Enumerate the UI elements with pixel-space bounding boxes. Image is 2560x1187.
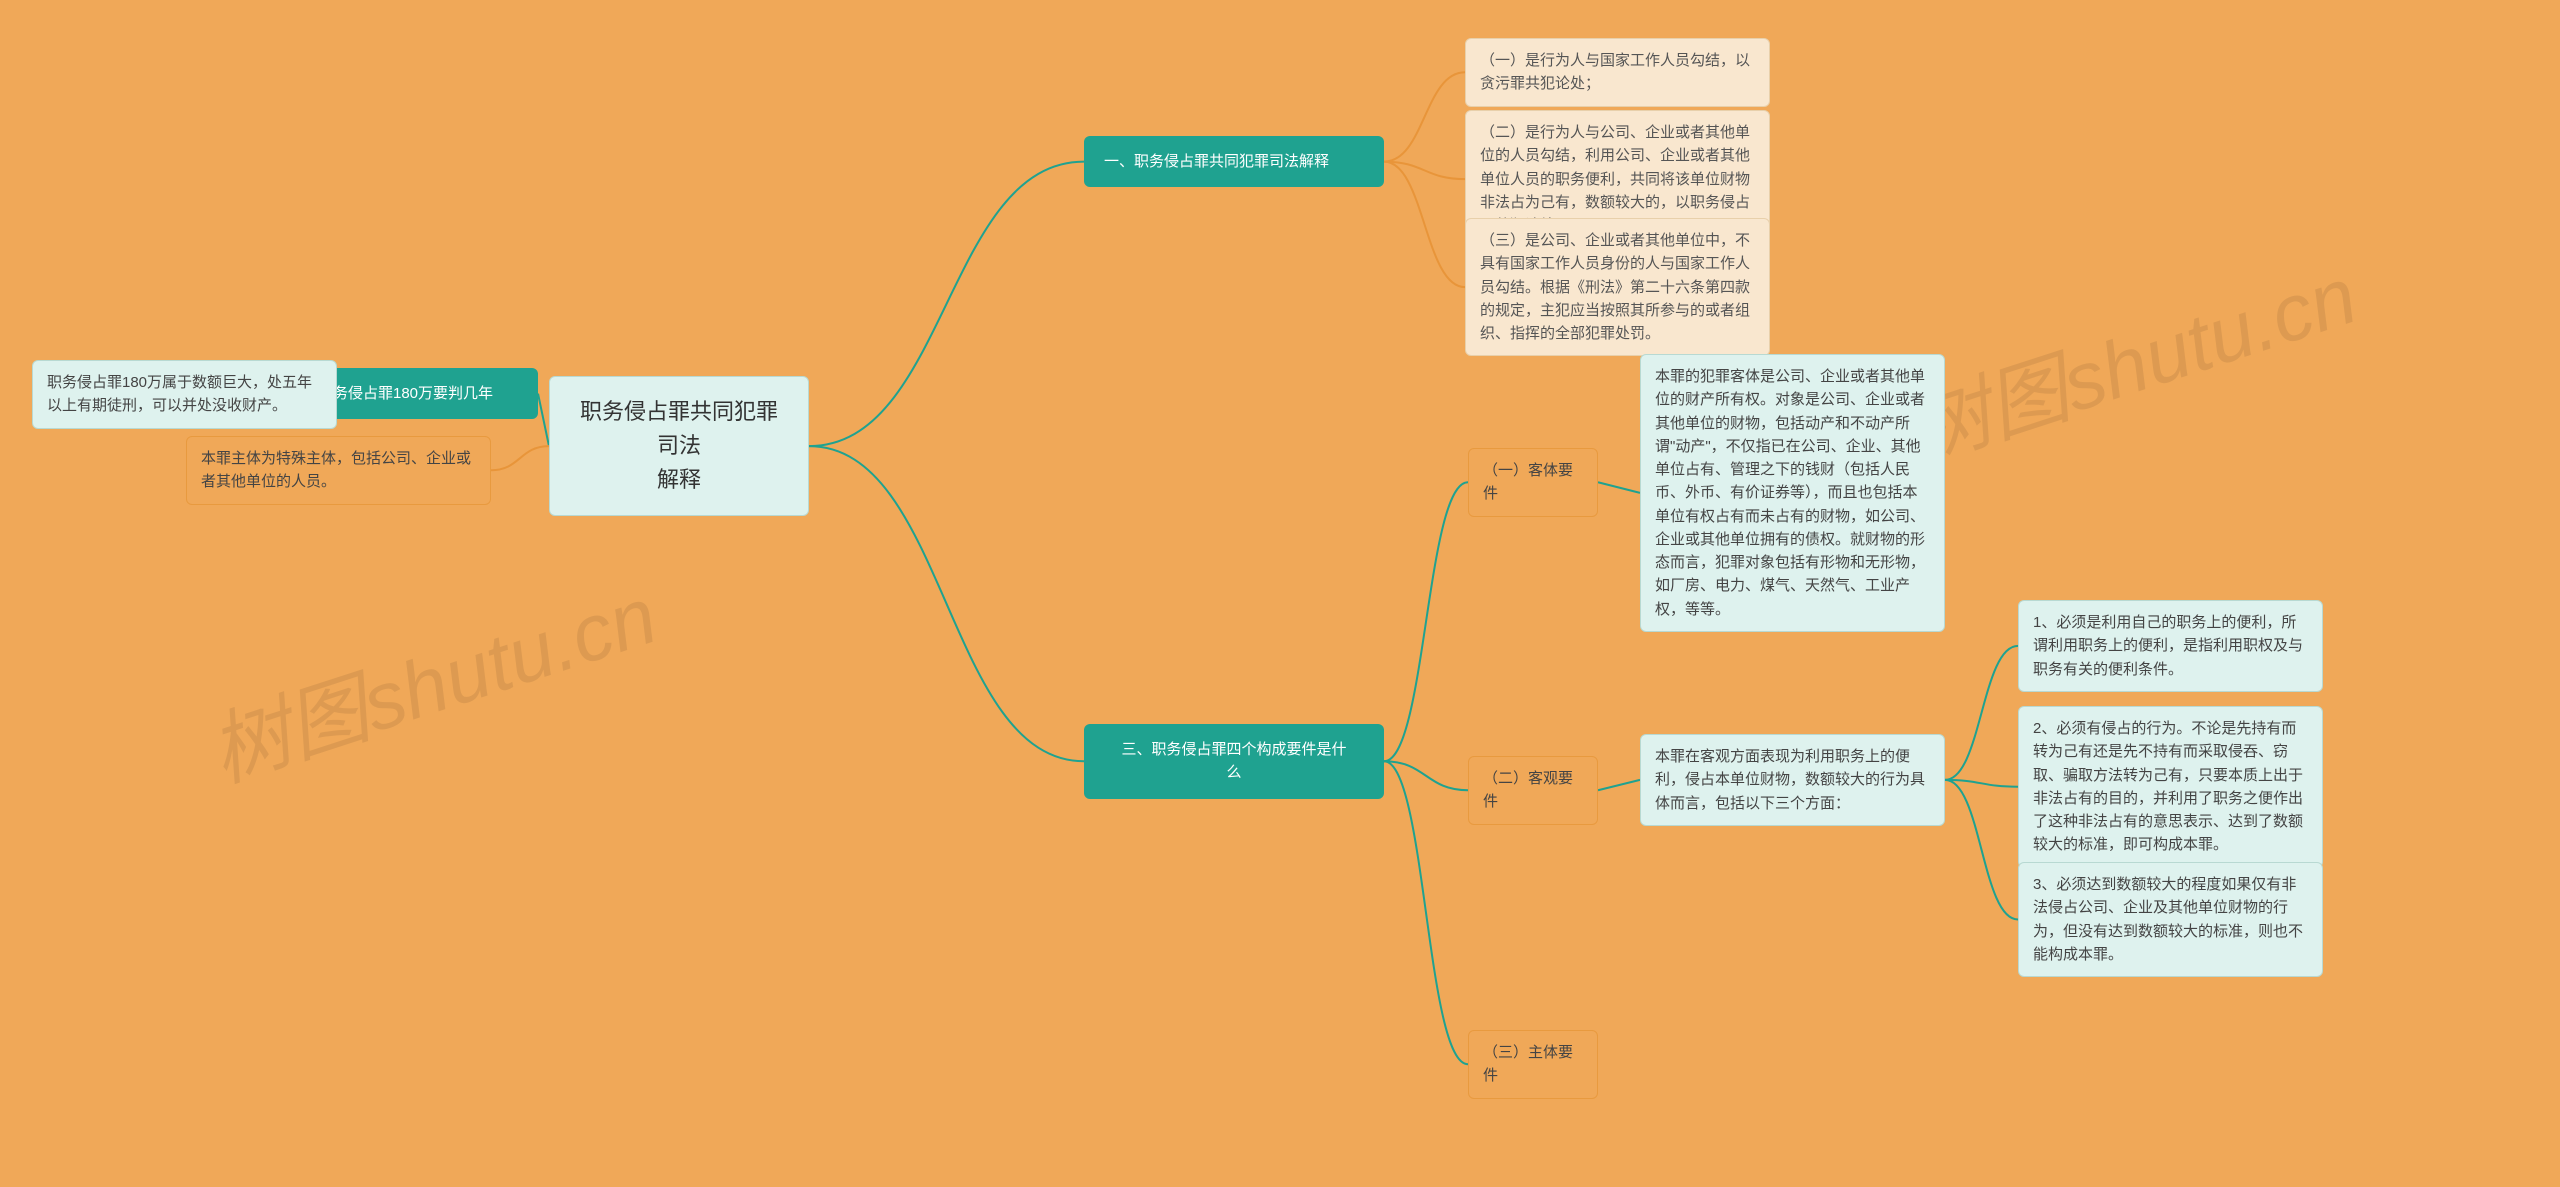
branch-3-sub2-subleaf-1: 1、必须是利用自己的职务上的便利，所谓利用职务上的便利，是指利用职权及与职务有关…	[2018, 600, 2323, 692]
branch-3-sub2-subleaf-2: 2、必须有侵占的行为。不论是先持有而转为己有还是先不持有而采取侵吞、窃取、骗取方…	[2018, 706, 2323, 868]
branch-3-sub1-title: （一）客体要件	[1468, 448, 1598, 517]
branch-3-sub1-leaf: 本罪的犯罪客体是公司、企业或者其他单位的财产所有权。对象是公司、企业或者其他单位…	[1640, 354, 1945, 632]
branch-2-leaf: 职务侵占罪180万属于数额巨大，处五年以上有期徒刑，可以并处没收财产。	[32, 360, 337, 429]
watermark: 树图shutu.cn	[193, 551, 669, 804]
root-line1: 职务侵占罪共同犯罪司法	[576, 395, 782, 463]
branch-1-leaf-3: （三）是公司、企业或者其他单位中，不具有国家工作人员身份的人与国家工作人员勾结。…	[1465, 218, 1770, 356]
root-line2: 解释	[576, 463, 782, 497]
branch-3-sub2-title: （二）客观要件	[1468, 756, 1598, 825]
mindmap-root: 职务侵占罪共同犯罪司法 解释	[549, 376, 809, 516]
watermark: 树图shutu.cn	[1893, 231, 2369, 484]
branch-3-title: 三、职务侵占罪四个构成要件是什 么	[1084, 724, 1384, 799]
branch-2-extra-leaf: 本罪主体为特殊主体，包括公司、企业或者其他单位的人员。	[186, 436, 491, 505]
branch-3-sub2-leaf: 本罪在客观方面表现为利用职务上的便利，侵占本单位财物，数额较大的行为具体而言，包…	[1640, 734, 1945, 826]
branch-3-title-line1: 三、职务侵占罪四个构成要件是什	[1104, 738, 1364, 761]
branch-1-leaf-1: （一）是行为人与国家工作人员勾结，以贪污罪共犯论处；	[1465, 38, 1770, 107]
branch-3-sub3-title: （三）主体要件	[1468, 1030, 1598, 1099]
branch-1-title: 一、职务侵占罪共同犯罪司法解释	[1084, 136, 1384, 187]
branch-3-sub2-subleaf-3: 3、必须达到数额较大的程度如果仅有非法侵占公司、企业及其他单位财物的行为，但没有…	[2018, 862, 2323, 977]
branch-3-title-line2: 么	[1104, 761, 1364, 784]
